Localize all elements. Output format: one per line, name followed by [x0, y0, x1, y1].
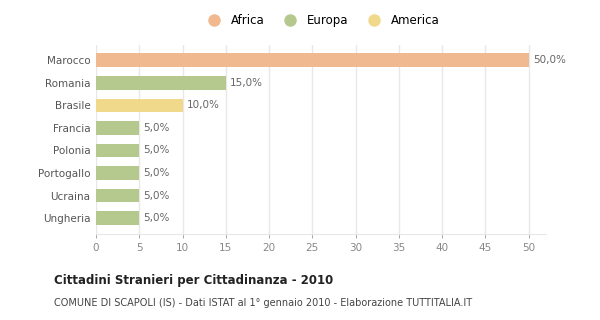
Text: 15,0%: 15,0%: [230, 78, 263, 88]
Text: Cittadini Stranieri per Cittadinanza - 2010: Cittadini Stranieri per Cittadinanza - 2…: [54, 274, 333, 287]
Bar: [96, 53, 529, 67]
Text: 5,0%: 5,0%: [143, 146, 170, 156]
Text: 5,0%: 5,0%: [143, 123, 170, 133]
Text: 5,0%: 5,0%: [143, 191, 170, 201]
Bar: [96, 212, 139, 225]
Text: 10,0%: 10,0%: [187, 100, 220, 110]
Text: 50,0%: 50,0%: [533, 55, 566, 65]
Text: 5,0%: 5,0%: [143, 213, 170, 223]
Bar: [96, 189, 139, 203]
Bar: [96, 121, 139, 135]
Text: 5,0%: 5,0%: [143, 168, 170, 178]
Text: COMUNE DI SCAPOLI (IS) - Dati ISTAT al 1° gennaio 2010 - Elaborazione TUTTITALIA: COMUNE DI SCAPOLI (IS) - Dati ISTAT al 1…: [54, 298, 472, 308]
Bar: [96, 144, 139, 157]
Bar: [96, 99, 182, 112]
Bar: [96, 76, 226, 90]
Bar: [96, 166, 139, 180]
Legend: Africa, Europa, America: Africa, Europa, America: [197, 9, 445, 32]
